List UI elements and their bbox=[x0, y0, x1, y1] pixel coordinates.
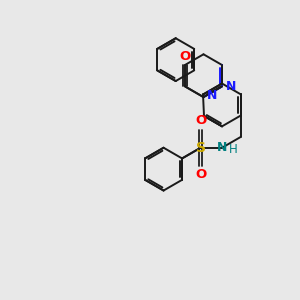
Text: O: O bbox=[195, 168, 206, 181]
Text: O: O bbox=[179, 50, 191, 63]
Text: N: N bbox=[217, 141, 227, 154]
Text: H: H bbox=[229, 143, 237, 156]
Text: O: O bbox=[195, 114, 206, 127]
Text: N: N bbox=[226, 80, 237, 93]
Text: N: N bbox=[207, 89, 218, 102]
Text: S: S bbox=[196, 141, 206, 155]
